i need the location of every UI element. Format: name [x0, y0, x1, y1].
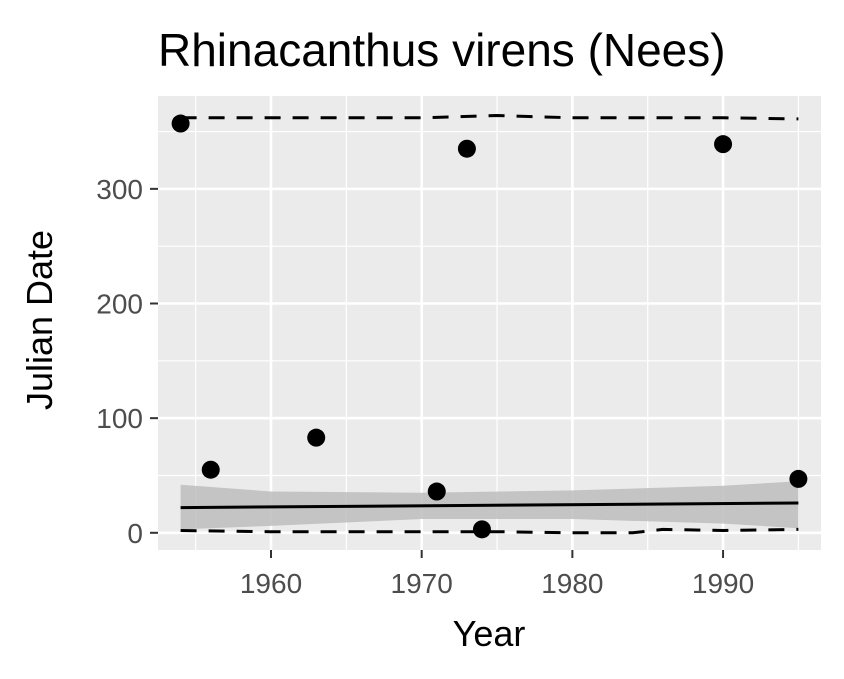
x-axis-ticks: 1960 1970 1980 1990	[240, 550, 754, 599]
data-point	[307, 428, 326, 447]
x-axis-title: Year	[453, 613, 526, 654]
trend-line	[180, 501, 799, 510]
chart-title: Rhinacanthus virens (Nees)	[158, 24, 726, 76]
data-point	[714, 135, 733, 154]
y-tick-label: 300	[96, 174, 143, 205]
quantile-upper-line	[180, 113, 799, 121]
data-point	[789, 469, 808, 488]
plot-panel	[158, 96, 821, 550]
grid-minor	[158, 96, 821, 550]
data-point	[472, 520, 491, 539]
y-axis-title: Julian Date	[19, 230, 60, 410]
y-axis-ticks: 0 100 200 300	[96, 174, 158, 549]
data-point	[201, 460, 220, 479]
x-tick-label: 1960	[240, 568, 302, 599]
x-tick-label: 1980	[541, 568, 603, 599]
data-point	[171, 114, 190, 133]
quantile-lower-line	[180, 527, 799, 535]
y-tick-label: 0	[127, 518, 143, 549]
data-point	[457, 139, 476, 158]
data-point	[427, 482, 446, 501]
x-tick-label: 1970	[391, 568, 453, 599]
y-tick-label: 100	[96, 403, 143, 434]
x-tick-label: 1990	[692, 568, 754, 599]
y-tick-label: 200	[96, 289, 143, 320]
data-points	[171, 114, 808, 539]
